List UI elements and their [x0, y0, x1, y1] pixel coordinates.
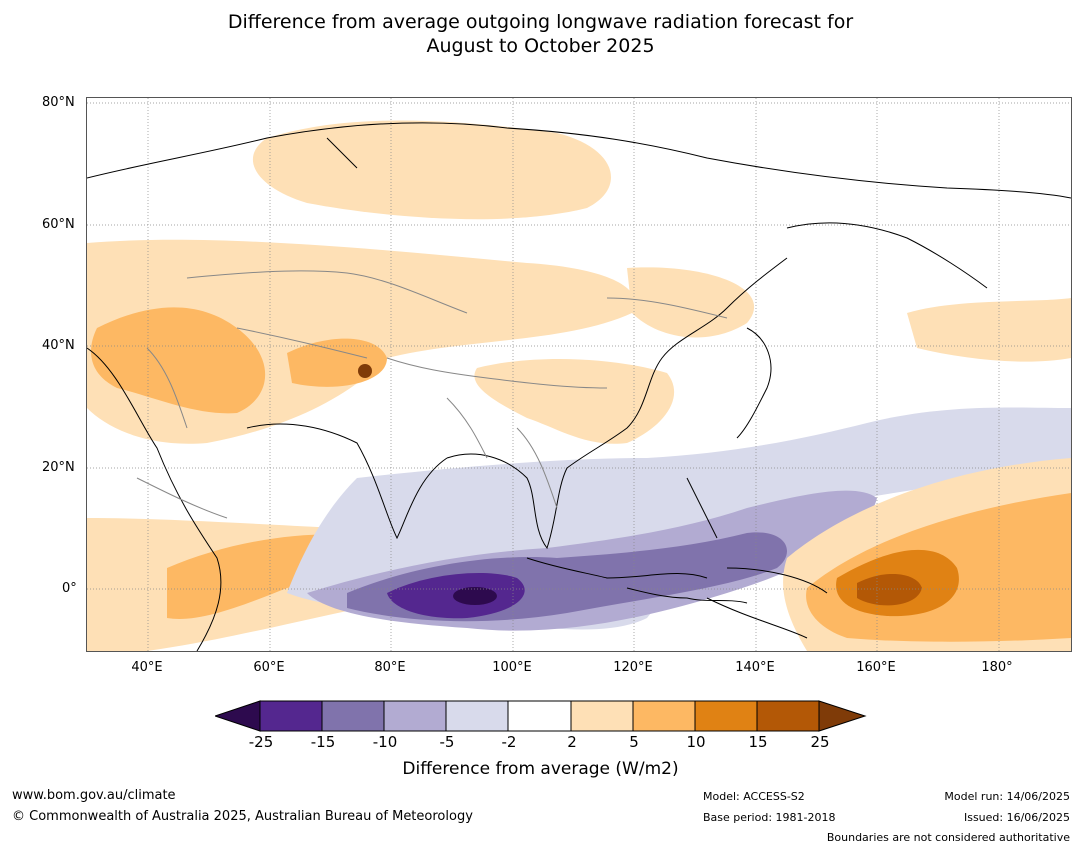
- forecast-map: [86, 97, 1072, 652]
- lon-label-100e: 100°E: [492, 660, 532, 675]
- anomaly-region-iran: [91, 307, 266, 414]
- lat-label-80n: 80°N: [42, 95, 75, 110]
- coastlines: [87, 122, 1071, 651]
- colorbar-bin-4: [446, 701, 508, 731]
- colorbar-extend-low: [215, 700, 261, 732]
- lon-label-80e: 80°E: [374, 660, 406, 675]
- colorbar-bin-9: [757, 701, 819, 731]
- lon-label-120e: 120°E: [613, 660, 653, 675]
- lon-label-40e: 40°E: [131, 660, 163, 675]
- colorbar-bin-6: [571, 701, 633, 731]
- copyright-text: © Commonwealth of Australia 2025, Austra…: [12, 809, 473, 824]
- disclaimer-text: Boundaries are not considered authoritat…: [826, 831, 1070, 844]
- colorbar-tick: -25: [248, 733, 274, 751]
- lon-label-180: 180°: [981, 660, 1013, 675]
- map-canvas: [87, 98, 1071, 651]
- website-text: www.bom.gov.au/climate: [12, 788, 176, 803]
- base-period-text: Base period: 1981-2018: [703, 811, 836, 824]
- colorbar-bin-5: [508, 701, 571, 731]
- colorbar-tick: 5: [629, 733, 639, 751]
- model-text: Model: ACCESS-S2: [703, 790, 805, 803]
- colorbar-tick: 25: [810, 733, 830, 751]
- colorbar-bin-3: [384, 701, 446, 731]
- colorbar-tick: -10: [372, 733, 398, 751]
- anomaly-hotspot-himalaya: [358, 364, 372, 378]
- chart-title: Difference from average outgoing longwav…: [0, 10, 1081, 58]
- anomaly-core-sumatra: [453, 587, 497, 605]
- anomaly-region-japan-pacific: [907, 298, 1071, 362]
- anomaly-region-siberia: [252, 120, 611, 220]
- colorbar-tick: -15: [310, 733, 336, 751]
- colorbar-bin-1: [260, 701, 322, 731]
- lon-label-140e: 140°E: [735, 660, 775, 675]
- model-run-text: Model run: 14/06/2025: [944, 790, 1070, 803]
- anomaly-core-central-pacific: [857, 573, 922, 606]
- colorbar-tick: 10: [686, 733, 706, 751]
- colorbar: [215, 700, 867, 732]
- colorbar-tick: 15: [748, 733, 768, 751]
- anomaly-region-china: [474, 358, 675, 444]
- colorbar-bin-7: [633, 701, 695, 731]
- country-borders: [136, 270, 728, 519]
- colorbar-bin-2: [322, 701, 384, 731]
- colorbar-bin-8: [695, 701, 757, 731]
- title-line-1: Difference from average outgoing longwav…: [227, 11, 854, 33]
- lat-label-40n: 40°N: [42, 338, 75, 353]
- lon-label-160e: 160°E: [856, 660, 896, 675]
- colorbar-extend-high: [818, 700, 867, 732]
- anomaly-region-mongolia: [627, 267, 755, 338]
- issued-text: Issued: 16/06/2025: [963, 811, 1070, 824]
- colorbar-title: Difference from average (W/m2): [402, 759, 679, 779]
- title-line-2: August to October 2025: [426, 35, 655, 57]
- lat-label-20n: 20°N: [42, 460, 75, 475]
- lat-label-60n: 60°N: [42, 217, 75, 232]
- lon-label-60e: 60°E: [253, 660, 285, 675]
- colorbar-tick: -2: [501, 733, 517, 751]
- colorbar-tick: -5: [439, 733, 455, 751]
- lat-label-equator: 0°: [62, 581, 77, 596]
- map-gridlines: [87, 98, 1071, 651]
- colorbar-tick: 2: [567, 733, 577, 751]
